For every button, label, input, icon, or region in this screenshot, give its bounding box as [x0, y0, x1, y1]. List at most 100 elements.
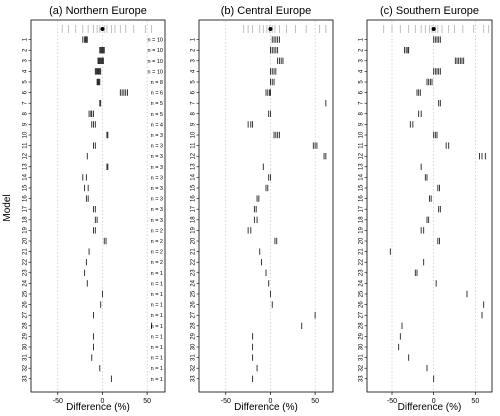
y-tick-label: 31: [359, 354, 365, 361]
y-tick-label: 33: [191, 375, 197, 382]
y-tick-label: 24: [359, 279, 365, 286]
sample-size-label: n = 1: [151, 324, 163, 330]
y-tick-label: 21: [23, 248, 29, 255]
sample-size-label: n = 1: [151, 356, 163, 362]
y-tick-label: 27: [191, 311, 197, 318]
y-tick-label: 5: [191, 80, 197, 84]
sample-size-label: n = 1: [151, 334, 163, 340]
y-tick-label: 26: [23, 301, 29, 308]
y-tick-label: 27: [359, 311, 365, 318]
y-tick-label: 20: [191, 237, 197, 244]
y-tick-label: 12: [191, 152, 197, 159]
x-axis-label: Difference (%): [398, 402, 462, 413]
sample-size-label: n = 3: [151, 218, 163, 224]
y-tick-label: 24: [23, 279, 29, 286]
y-tick-label: 17: [191, 205, 197, 212]
sample-size-label: n = 3: [151, 186, 163, 192]
y-tick-label: 11: [191, 142, 197, 149]
y-tick-label: 7: [359, 101, 365, 105]
y-tick-label: 22: [191, 258, 197, 265]
x-tick-label: 0: [101, 398, 105, 405]
y-tick-label: 5: [23, 80, 29, 84]
y-tick-label: 27: [23, 311, 29, 318]
y-tick-label: 2: [23, 48, 29, 52]
sample-size-label: n = 1: [151, 281, 163, 287]
y-tick-label: 30: [23, 343, 29, 350]
sample-size-label: n = 1: [151, 377, 163, 383]
y-tick-label: 12: [23, 152, 29, 159]
panel-title: (a) Northern Europe: [49, 5, 147, 17]
x-tick-label: 50: [471, 398, 479, 405]
y-tick-label: 16: [23, 195, 29, 202]
ensemble-mean-marker: [268, 27, 273, 31]
y-tick-label: 16: [359, 195, 365, 202]
y-tick-label: 24: [191, 279, 197, 286]
sample-size-label: n = 10: [148, 38, 163, 44]
y-tick-label: 26: [359, 301, 365, 308]
y-tick-label: 13: [191, 163, 197, 170]
sample-size-label: n = 1: [151, 345, 163, 351]
y-tick-label: 29: [23, 332, 29, 339]
y-tick-label: 10: [359, 131, 365, 138]
sample-size-label: n = 3: [151, 154, 163, 160]
y-tick-label: 21: [191, 248, 197, 255]
x-tick-label: 0: [432, 398, 436, 405]
y-tick-label: 33: [23, 375, 29, 382]
sample-size-label: n = 3: [151, 144, 163, 150]
panel-title: (b) Central Europe: [221, 5, 312, 17]
sample-size-label: n = 10: [148, 69, 163, 75]
y-tick-label: 33: [359, 375, 365, 382]
y-tick-label: 32: [23, 364, 29, 371]
y-tick-label: 11: [23, 142, 29, 149]
plot-frame: [30, 19, 166, 393]
sample-size-label: n = 2: [151, 260, 163, 266]
y-tick-label: 6: [23, 90, 29, 94]
y-tick-label: 11: [359, 142, 365, 149]
x-tick-label: -50: [221, 398, 231, 405]
x-tick-label: 50: [143, 398, 151, 405]
y-tick-label: 15: [359, 184, 365, 191]
y-tick-label: 20: [359, 237, 365, 244]
sample-size-label: n = 3: [151, 133, 163, 139]
y-tick-label: 31: [191, 354, 197, 361]
y-tick-label: 23: [359, 269, 365, 276]
sample-size-label: n = 4: [151, 122, 163, 128]
y-tick-label: 14: [191, 173, 197, 180]
y-tick-label: 17: [359, 205, 365, 212]
y-tick-label: 4: [23, 69, 29, 73]
sample-size-label: n = 3: [151, 207, 163, 213]
y-tick-label: 1: [359, 37, 365, 41]
y-tick-label: 6: [359, 90, 365, 94]
x-tick-label: -50: [53, 398, 63, 405]
plot-frame: [366, 19, 493, 393]
x-axis-label: Difference (%): [66, 402, 130, 413]
sample-size-label: n = 5: [151, 101, 163, 107]
y-tick-label: 18: [359, 216, 365, 223]
y-tick-label: 28: [23, 322, 29, 329]
y-tick-label: 4: [191, 69, 197, 73]
sample-size-label: n = 2: [151, 228, 163, 234]
y-tick-label: 9: [359, 122, 365, 126]
y-tick-label: 32: [191, 364, 197, 371]
y-tick-label: 3: [23, 58, 29, 62]
y-tick-label: 1: [191, 37, 197, 41]
y-tick-label: 23: [23, 269, 29, 276]
y-tick-label: 32: [359, 364, 365, 371]
y-tick-label: 9: [23, 122, 29, 126]
y-tick-label: 22: [23, 258, 29, 265]
panel-title: (c) Southern Europe: [380, 5, 479, 17]
sample-size-label: n = 1: [151, 313, 163, 319]
y-tick-label: 16: [191, 195, 197, 202]
x-axis-label: Difference (%): [234, 402, 298, 413]
sample-size-label: n = 6: [151, 91, 163, 97]
y-tick-label: 10: [23, 131, 29, 138]
y-tick-label: 31: [23, 354, 29, 361]
sample-size-label: n = 3: [151, 197, 163, 203]
sample-size-label: n = 10: [148, 48, 163, 54]
y-tick-label: 8: [191, 111, 197, 115]
y-tick-label: 20: [23, 237, 29, 244]
y-tick-label: 13: [359, 163, 365, 170]
y-tick-label: 10: [191, 131, 197, 138]
ensemble-mean-marker: [100, 27, 105, 31]
